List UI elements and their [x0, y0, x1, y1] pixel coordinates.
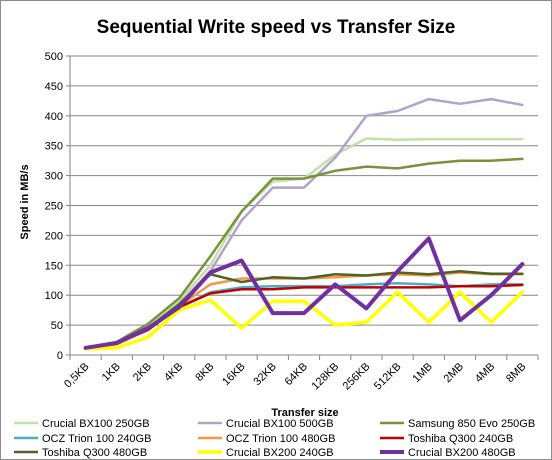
legend-label: OCZ Trion 100 240GB	[42, 433, 151, 445]
y-tick-label: 350	[45, 141, 63, 153]
x-tick-label: 4MB	[473, 361, 497, 385]
y-tick-label: 0	[57, 350, 63, 362]
x-tick-label: 32KB	[251, 361, 279, 389]
legend-label: Crucial BX100 500GB	[226, 418, 334, 430]
axes	[69, 56, 539, 360]
legend-item: OCZ Trion 100 240GB	[14, 433, 151, 445]
gridlines	[66, 55, 538, 356]
legend: Crucial BX100 250GB Crucial BX100 500GB Sa…	[14, 418, 535, 459]
x-tick-label: 2KB	[131, 361, 154, 384]
x-tick-label: 8KB	[193, 361, 216, 384]
y-axis-title: Speed in MB/s	[19, 164, 31, 239]
y-tick-label: 300	[45, 171, 63, 183]
y-tick-label: 100	[45, 290, 63, 302]
legend-item: Crucial BX100 250GB	[14, 418, 150, 430]
legend-label: OCZ Trion 100 480GB	[226, 433, 335, 445]
y-tick-label: 250	[45, 201, 63, 213]
y-tick-label: 450	[45, 81, 63, 93]
series-line	[83, 236, 525, 350]
x-tick-label: 1KB	[100, 361, 123, 384]
x-tick-label: 4KB	[162, 361, 185, 384]
legend-label: Samsung 850 Evo 250GB	[408, 418, 535, 430]
series-line	[83, 290, 525, 351]
x-tick-label: 256KB	[341, 361, 373, 393]
x-tick-labels: 0,5KB 1KB 2KB 4KB 8KB 16KB 32KB 64KB 128KB 256KB 5…	[62, 361, 528, 393]
legend-item: Crucial BX100 500GB	[198, 418, 334, 430]
x-axis-title: Transfer size	[271, 407, 338, 419]
legend-label: Crucial BX100 250GB	[42, 418, 150, 430]
y-tick-label: 400	[45, 111, 63, 123]
legend-label: Crucial BX200 240GB	[226, 447, 334, 459]
legend-item: OCZ Trion 100 480GB	[198, 433, 335, 445]
y-tick-label: 500	[45, 51, 63, 63]
legend-item: Toshiba Q300 240GB	[380, 433, 513, 445]
chart-title: Sequential Write speed vs Transfer Size	[97, 17, 456, 38]
x-tick-label: 0,5KB	[62, 361, 92, 391]
x-tick-label: 1MB	[410, 361, 434, 385]
y-tick-label: 150	[45, 260, 63, 272]
legend-label: Toshiba Q300 480GB	[42, 447, 147, 459]
series-lines	[83, 97, 525, 351]
x-tick-label: 16KB	[220, 361, 248, 389]
y-tick-label: 200	[45, 230, 63, 242]
legend-item: Samsung 850 Evo 250GB	[380, 418, 535, 430]
legend-item: Crucial BX200 240GB	[198, 447, 334, 459]
legend-item: Toshiba Q300 480GB	[14, 447, 147, 459]
x-tick-label: 8MB	[504, 361, 528, 385]
series-line	[84, 157, 524, 350]
legend-item: Crucial BX200 480GB	[380, 447, 516, 459]
legend-label: Crucial BX200 480GB	[408, 447, 516, 459]
y-tick-label: 50	[51, 320, 63, 332]
x-tick-label: 128KB	[309, 361, 341, 393]
legend-label: Toshiba Q300 240GB	[408, 433, 513, 445]
x-tick-label: 512KB	[372, 361, 404, 393]
x-tick-label: 2MB	[442, 361, 466, 385]
x-tick-label: 64KB	[283, 361, 311, 389]
y-tick-labels: 0 50 100 150 200 250 300 350 400 450 500	[45, 51, 63, 362]
